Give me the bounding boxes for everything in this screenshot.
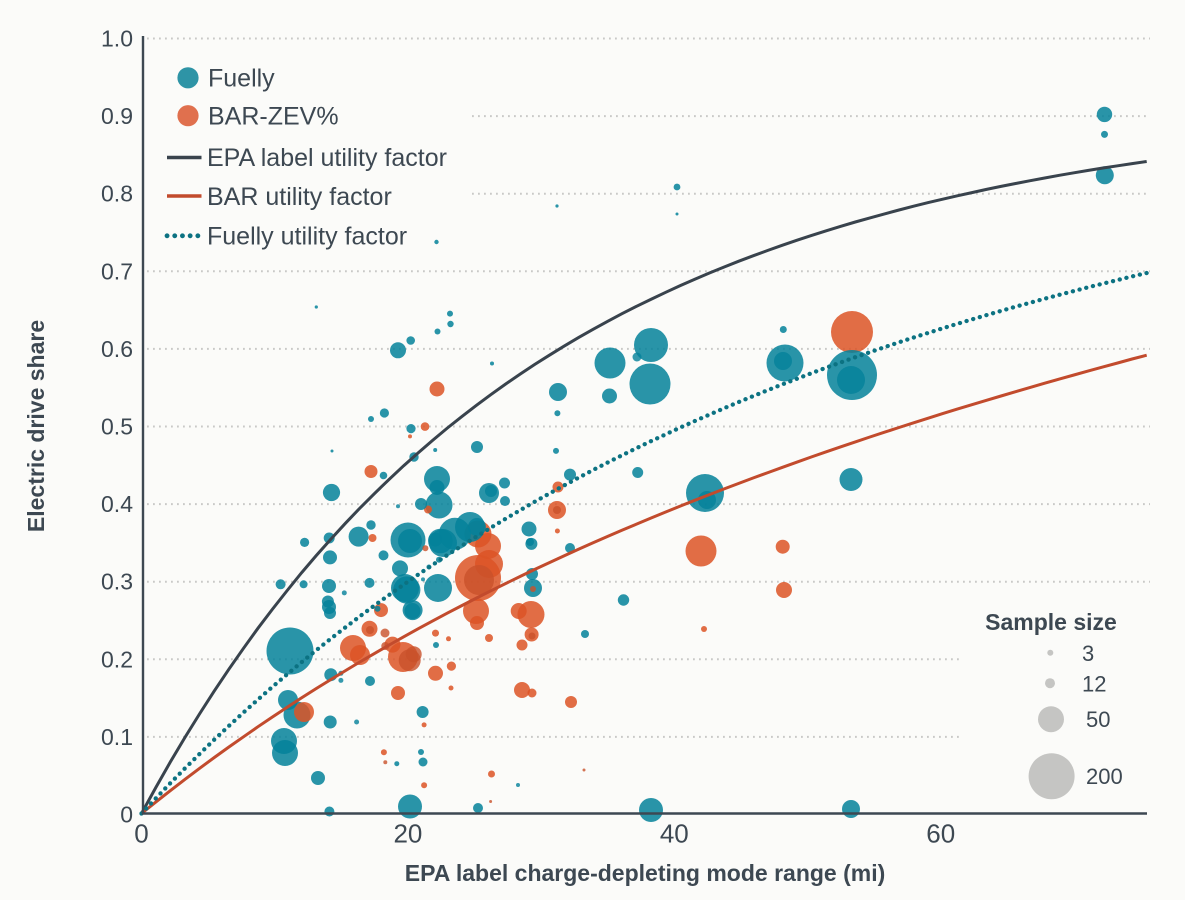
svg-text:0.3: 0.3 xyxy=(101,569,133,595)
svg-text:EPA label utility factor: EPA label utility factor xyxy=(207,144,447,172)
svg-text:200: 200 xyxy=(1086,764,1123,789)
svg-text:50: 50 xyxy=(1086,707,1110,732)
svg-text:Electric drive share: Electric drive share xyxy=(23,320,49,532)
svg-text:40: 40 xyxy=(660,819,689,849)
svg-text:12: 12 xyxy=(1082,672,1106,697)
svg-text:0.6: 0.6 xyxy=(101,336,133,362)
svg-text:0.1: 0.1 xyxy=(101,724,133,750)
svg-text:0: 0 xyxy=(120,802,133,828)
svg-text:0.9: 0.9 xyxy=(101,103,133,129)
svg-text:BAR utility factor: BAR utility factor xyxy=(207,183,392,211)
svg-text:EPA label charge-depleting mod: EPA label charge-depleting mode range (m… xyxy=(405,860,886,886)
svg-text:0.2: 0.2 xyxy=(101,646,133,672)
svg-text:BAR-ZEV%: BAR-ZEV% xyxy=(208,103,339,131)
svg-text:0: 0 xyxy=(134,819,148,849)
svg-text:0.8: 0.8 xyxy=(101,181,133,207)
svg-text:3: 3 xyxy=(1082,641,1094,666)
svg-text:1.0: 1.0 xyxy=(101,26,133,52)
svg-text:60: 60 xyxy=(926,819,955,849)
svg-text:0.4: 0.4 xyxy=(101,491,133,517)
svg-text:Fuelly: Fuelly xyxy=(208,65,275,93)
svg-text:20: 20 xyxy=(393,819,422,849)
svg-text:0.5: 0.5 xyxy=(101,414,133,440)
svg-text:Fuelly utility factor: Fuelly utility factor xyxy=(207,223,407,251)
svg-text:Sample size: Sample size xyxy=(985,609,1117,635)
svg-text:0.7: 0.7 xyxy=(101,258,133,284)
